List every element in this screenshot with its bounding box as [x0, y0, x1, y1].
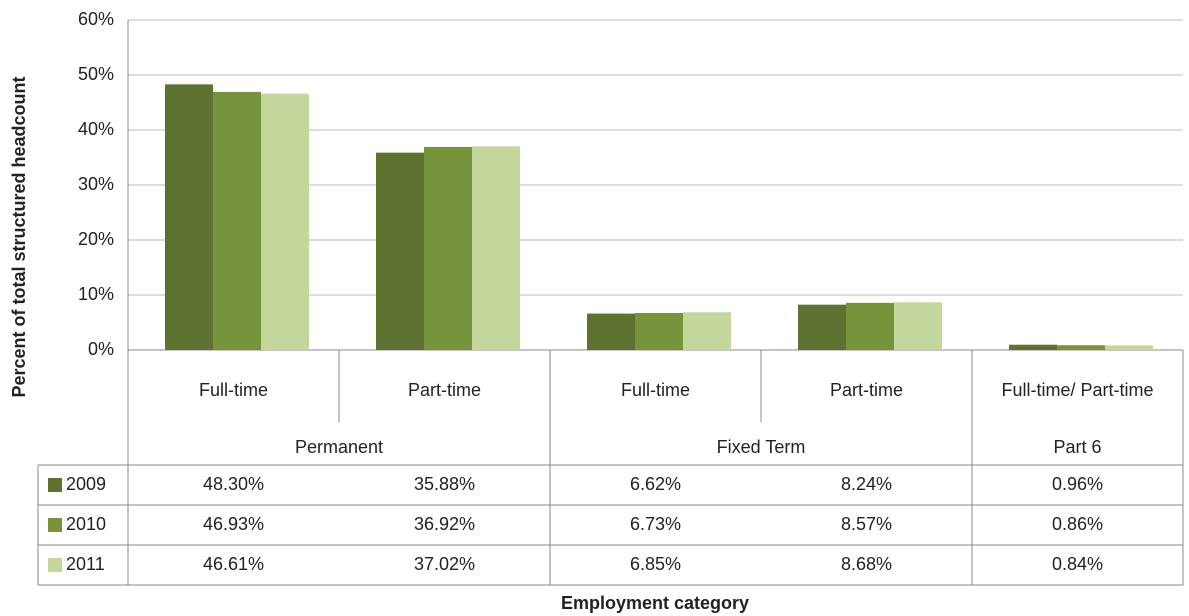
bar — [798, 304, 846, 350]
table-value: 48.30% — [203, 474, 264, 494]
bar — [261, 93, 309, 351]
bar — [1057, 345, 1105, 350]
x-tick-label: Full-time/ Part-time — [1001, 379, 1154, 400]
bar — [1009, 344, 1057, 350]
table-value: 8.57% — [841, 514, 892, 534]
y-tick-label: 30% — [78, 174, 114, 194]
group-label: Permanent — [295, 437, 383, 457]
x-tick-label-box: Part-time — [829, 379, 903, 400]
table-value: 37.02% — [414, 554, 475, 574]
y-tick-label: 60% — [78, 9, 114, 29]
x-tick-label: Full-time — [620, 379, 690, 400]
table-value: 6.85% — [630, 554, 681, 574]
x-tick-label-box: Full-time — [198, 379, 268, 400]
table-value: 46.93% — [203, 514, 264, 534]
table-value: 46.61% — [203, 554, 264, 574]
table-value: 0.86% — [1052, 514, 1103, 534]
table-value: 8.68% — [841, 554, 892, 574]
bar — [165, 84, 213, 350]
legend-label: 2009 — [66, 474, 106, 494]
x-tick-label-box: Part-time — [407, 379, 481, 400]
table-value: 35.88% — [414, 474, 475, 494]
bar — [376, 152, 424, 350]
x-tick-label-box: Full-time — [620, 379, 690, 400]
bar — [1105, 345, 1153, 350]
bar — [683, 312, 731, 350]
table-value: 6.62% — [630, 474, 681, 494]
x-tick-label-box: Full-time/ Part-time — [1001, 379, 1154, 400]
bar — [587, 313, 635, 350]
table-value: 6.73% — [630, 514, 681, 534]
x-axis-title: Employment category — [561, 593, 749, 613]
legend-swatch — [48, 478, 62, 492]
table-value: 36.92% — [414, 514, 475, 534]
y-tick-label: 20% — [78, 229, 114, 249]
y-tick-label: 10% — [78, 284, 114, 304]
x-tick-label: Full-time — [198, 379, 268, 400]
bar — [213, 91, 261, 350]
legend-swatch — [48, 518, 62, 532]
y-axis-title: Percent of total structured headcount — [9, 76, 29, 397]
bar — [424, 146, 472, 350]
bar — [846, 302, 894, 350]
y-tick-label: 0% — [88, 339, 114, 359]
bar — [894, 302, 942, 350]
legend-label: 2010 — [66, 514, 106, 534]
y-tick-label: 50% — [78, 64, 114, 84]
group-label: Fixed Term — [717, 437, 806, 457]
table-value: 8.24% — [841, 474, 892, 494]
x-tick-label: Part-time — [407, 379, 481, 400]
legend-label: 2011 — [66, 554, 105, 574]
bar — [635, 312, 683, 350]
table-value: 0.96% — [1052, 474, 1103, 494]
x-tick-label: Part-time — [829, 379, 903, 400]
group-label: Part 6 — [1053, 437, 1101, 457]
legend-swatch — [48, 558, 62, 572]
table-value: 0.84% — [1052, 554, 1103, 574]
y-tick-label: 40% — [78, 119, 114, 139]
bar — [472, 146, 520, 350]
